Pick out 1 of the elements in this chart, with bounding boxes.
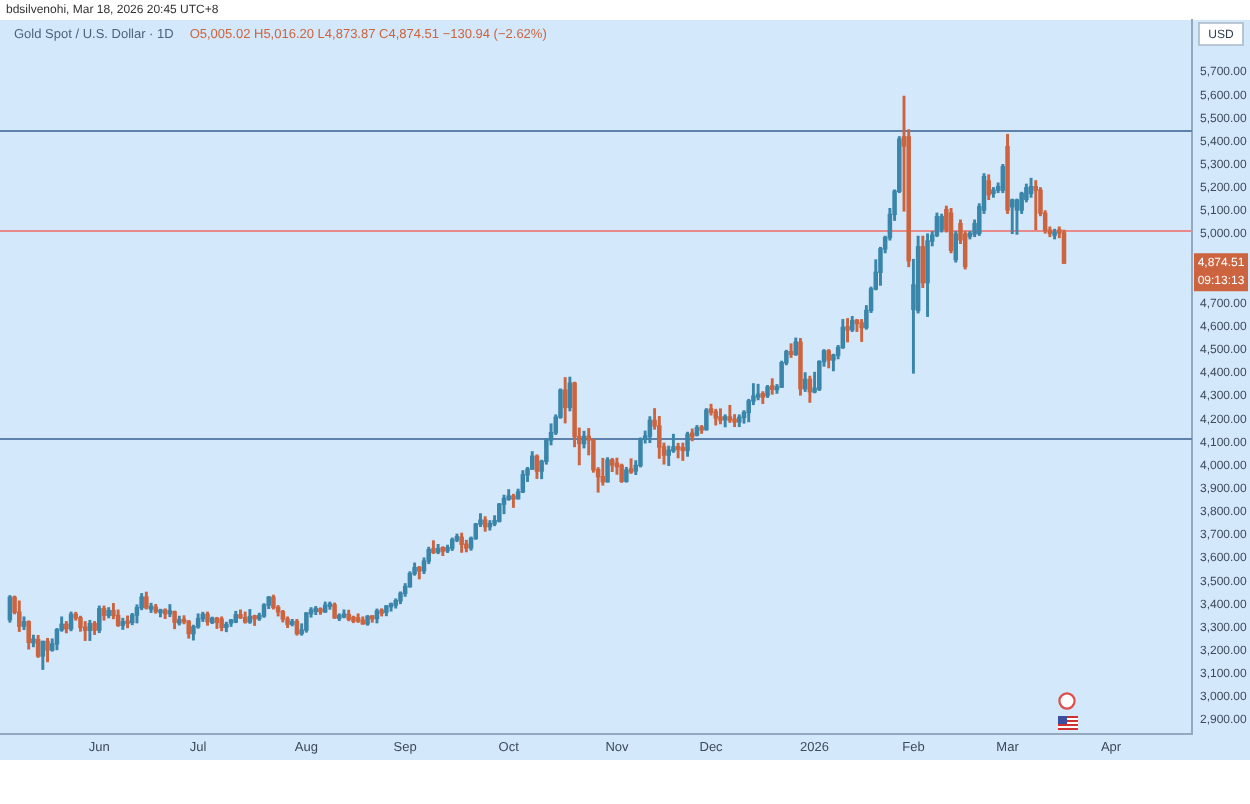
candlestick xyxy=(1033,180,1039,231)
